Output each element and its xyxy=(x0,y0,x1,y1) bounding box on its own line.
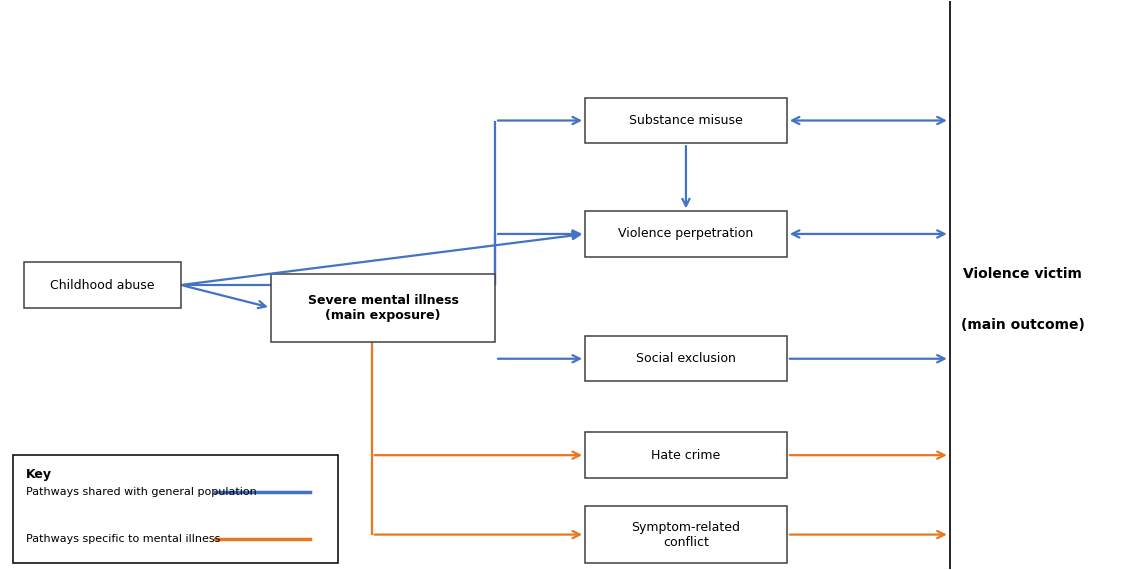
FancyBboxPatch shape xyxy=(24,262,181,308)
Text: (main outcome): (main outcome) xyxy=(961,317,1084,332)
FancyBboxPatch shape xyxy=(585,211,788,256)
Text: Pathways specific to mental illness: Pathways specific to mental illness xyxy=(26,534,221,544)
Text: Violence perpetration: Violence perpetration xyxy=(619,227,754,241)
FancyBboxPatch shape xyxy=(585,98,788,143)
Text: Severe mental illness
(main exposure): Severe mental illness (main exposure) xyxy=(307,294,458,321)
Text: Violence victim: Violence victim xyxy=(963,267,1082,280)
FancyBboxPatch shape xyxy=(271,274,495,342)
Text: Hate crime: Hate crime xyxy=(651,449,721,462)
Text: Pathways shared with general population: Pathways shared with general population xyxy=(26,487,256,497)
FancyBboxPatch shape xyxy=(12,455,338,563)
Text: Symptom-related
conflict: Symptom-related conflict xyxy=(631,520,740,548)
Text: Childhood abuse: Childhood abuse xyxy=(51,279,154,291)
FancyBboxPatch shape xyxy=(585,506,788,563)
FancyBboxPatch shape xyxy=(585,336,788,381)
Text: Substance misuse: Substance misuse xyxy=(629,114,743,127)
Text: Social exclusion: Social exclusion xyxy=(636,352,736,365)
FancyBboxPatch shape xyxy=(585,433,788,478)
Text: Key: Key xyxy=(26,467,52,481)
